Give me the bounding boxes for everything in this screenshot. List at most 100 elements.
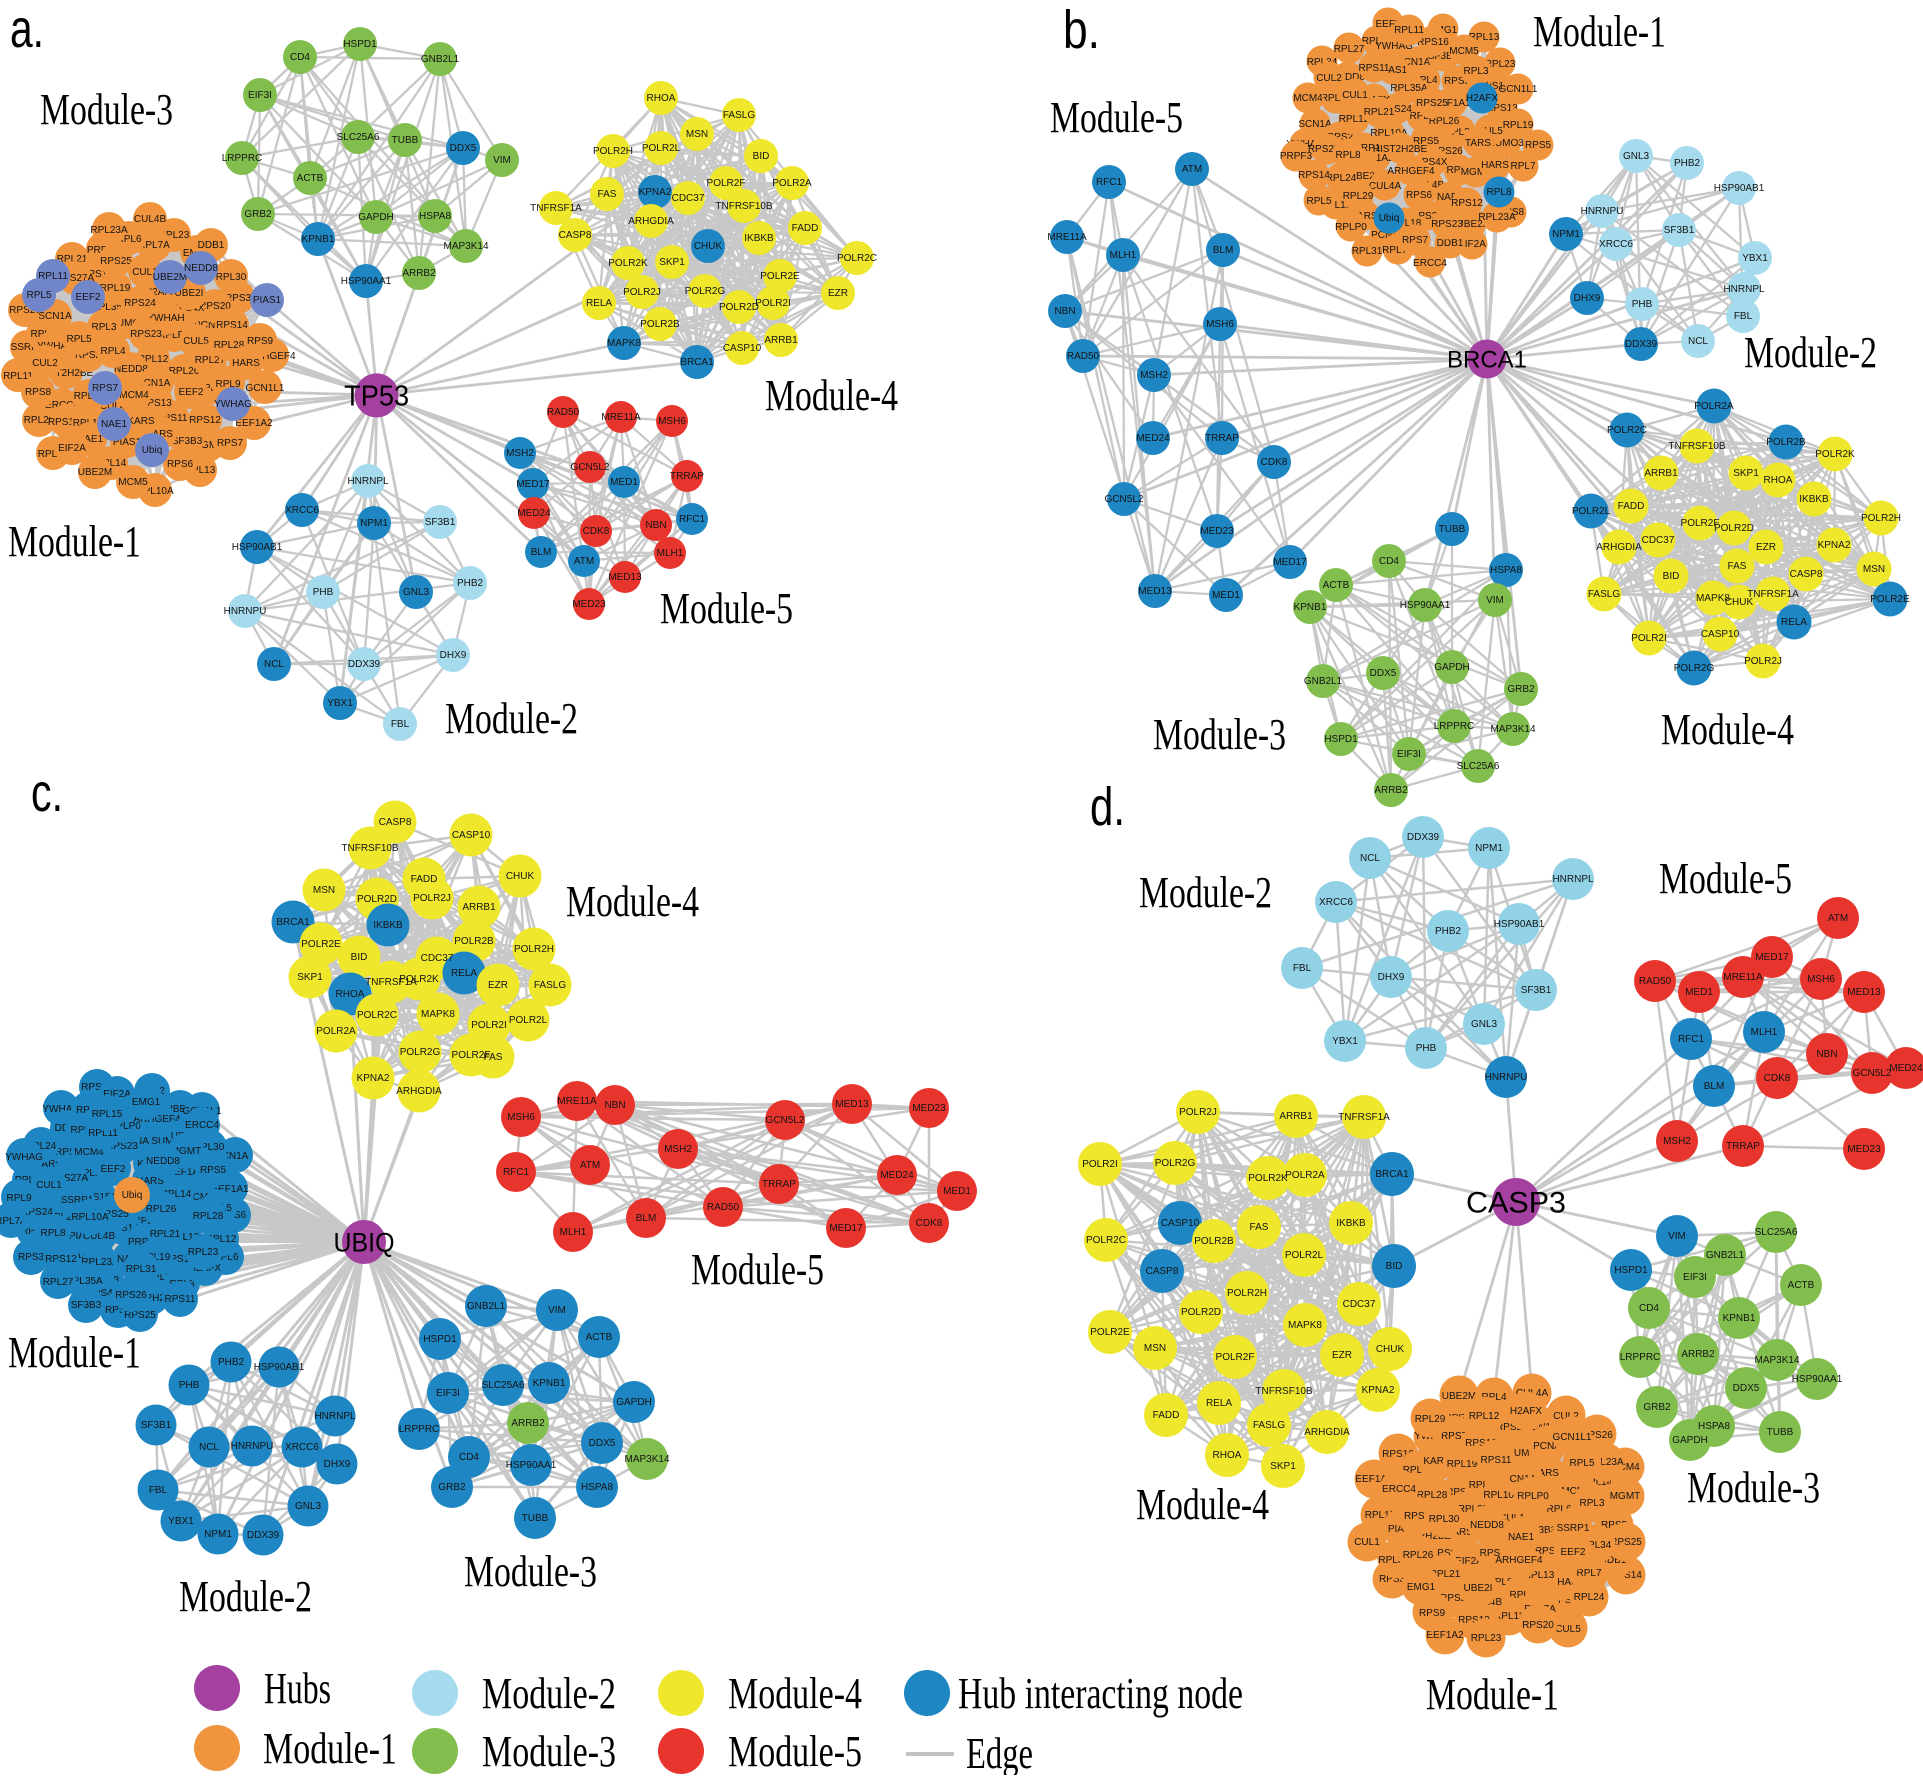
svg-text:EEF1A1: EEF1A1 (211, 1184, 249, 1195)
svg-text:XRCC6: XRCC6 (1599, 239, 1633, 250)
svg-text:RPS2: RPS2 (1327, 132, 1354, 143)
svg-text:POLR2C: POLR2C (837, 253, 877, 264)
svg-text:POLR2G: POLR2G (1155, 1158, 1196, 1169)
svg-text:RPL4: RPL4 (100, 346, 125, 357)
svg-text:MLH1: MLH1 (560, 1227, 587, 1238)
svg-text:Module-4: Module-4 (728, 1669, 862, 1718)
svg-text:GCN5L2: GCN5L2 (1853, 1068, 1892, 1079)
svg-text:IKBKB: IKBKB (373, 920, 403, 931)
svg-text:ACTB: ACTB (1788, 1280, 1815, 1291)
svg-text:b.: b. (1063, 0, 1100, 60)
svg-text:RELA: RELA (1781, 617, 1807, 628)
svg-text:BLM: BLM (1213, 245, 1234, 256)
svg-text:PIAS1: PIAS1 (1388, 1524, 1417, 1535)
svg-text:MED13: MED13 (835, 1099, 869, 1110)
svg-text:MED24: MED24 (517, 508, 551, 519)
svg-text:YWHAG: YWHAG (1541, 1577, 1579, 1588)
svg-text:ARHGEF4: ARHGEF4 (1387, 166, 1435, 177)
svg-text:KARS: KARS (1350, 211, 1378, 222)
svg-text:YWHAH: YWHAH (147, 313, 184, 324)
svg-text:RPL3: RPL3 (1463, 66, 1488, 77)
svg-text:EEF1A2: EEF1A2 (1426, 1630, 1464, 1641)
svg-text:RPL30: RPL30 (1429, 1514, 1460, 1525)
svg-text:RPL9: RPL9 (6, 1193, 31, 1204)
svg-text:RPS15A: RPS15A (48, 417, 87, 428)
svg-text:CUL2: CUL2 (1553, 1411, 1579, 1422)
svg-text:UBIQ: UBIQ (334, 1227, 395, 1257)
svg-text:HSP90AA1: HSP90AA1 (341, 276, 392, 287)
svg-text:RPS2: RPS2 (75, 350, 102, 361)
svg-text:DDX39: DDX39 (348, 659, 381, 670)
svg-text:DHX9: DHX9 (1574, 293, 1601, 304)
svg-text:RPL23: RPL23 (1485, 59, 1516, 70)
svg-text:MED13: MED13 (608, 572, 642, 583)
svg-text:RPL19: RPL19 (100, 283, 131, 294)
svg-text:RPL34: RPL34 (74, 391, 105, 402)
svg-text:Module-5: Module-5 (660, 584, 793, 633)
svg-text:RPL35A: RPL35A (1390, 83, 1428, 94)
svg-text:RPS25: RPS25 (124, 1310, 156, 1321)
svg-text:ARRB1: ARRB1 (462, 902, 496, 913)
svg-text:Module-5: Module-5 (1659, 854, 1792, 903)
svg-text:RPL12: RPL12 (138, 354, 169, 365)
svg-text:RPL21: RPL21 (1430, 1569, 1461, 1580)
svg-text:RPS6: RPS6 (167, 459, 194, 470)
svg-text:POLR2I: POLR2I (1082, 1159, 1118, 1170)
svg-text:NAE1: NAE1 (77, 434, 104, 445)
svg-text:NBN: NBN (645, 520, 666, 531)
svg-text:ATM: ATM (1182, 164, 1202, 175)
svg-text:HNRNPU: HNRNPU (224, 606, 267, 617)
svg-text:ATM: ATM (1828, 913, 1848, 924)
svg-text:POLR2B: POLR2B (454, 936, 494, 947)
svg-text:VIM: VIM (1668, 1231, 1686, 1242)
svg-text:TRRAP: TRRAP (670, 471, 704, 482)
svg-text:Module-4: Module-4 (1136, 1480, 1269, 1529)
svg-text:POLR2D: POLR2D (357, 894, 397, 905)
svg-text:ARHGEF4: ARHGEF4 (133, 1114, 181, 1125)
svg-text:CDC37: CDC37 (672, 193, 705, 204)
svg-text:POLR2C: POLR2C (1086, 1235, 1126, 1246)
svg-text:RPS4X: RPS4X (87, 1288, 120, 1299)
svg-text:DDB1: DDB1 (198, 240, 225, 251)
svg-text:SF3B1: SF3B1 (425, 517, 456, 528)
svg-text:ATM: ATM (580, 1160, 600, 1171)
svg-text:ARRB1: ARRB1 (1644, 468, 1678, 479)
svg-text:DDX39: DDX39 (247, 1530, 280, 1541)
svg-text:GCN5L2: GCN5L2 (1105, 494, 1144, 505)
svg-text:RPL23A: RPL23A (1478, 212, 1516, 223)
svg-text:POLR2J: POLR2J (413, 893, 451, 904)
svg-text:RPL31: RPL31 (1469, 1480, 1500, 1491)
svg-text:CASP8: CASP8 (559, 230, 592, 241)
svg-text:PCNA: PCNA (1371, 230, 1399, 241)
svg-text:GNB2L1: GNB2L1 (1706, 1250, 1745, 1261)
svg-text:MAPK8: MAPK8 (1288, 1320, 1322, 1331)
svg-text:CDK8: CDK8 (916, 1218, 943, 1229)
svg-text:ERCC4: ERCC4 (1413, 258, 1447, 269)
svg-text:RPLP0: RPLP0 (1517, 1491, 1549, 1502)
svg-text:HNRNPL: HNRNPL (347, 476, 389, 487)
svg-text:RPL35A: RPL35A (1378, 1555, 1416, 1566)
svg-text:MGMT: MGMT (1610, 1491, 1641, 1502)
svg-text:RPL23A: RPL23A (1586, 1457, 1624, 1468)
svg-text:HIST2H2BE: HIST2H2BE (124, 1293, 179, 1304)
svg-text:GNL3: GNL3 (403, 587, 430, 598)
svg-text:SF3B3: SF3B3 (71, 1300, 102, 1311)
svg-text:MGMT: MGMT (1461, 167, 1492, 178)
svg-text:TRRAP: TRRAP (762, 1179, 796, 1190)
svg-text:RPS11: RPS11 (1481, 1455, 1512, 1466)
svg-text:RPS4X: RPS4X (1415, 157, 1448, 168)
svg-text:MSH6: MSH6 (1807, 974, 1835, 985)
svg-text:EIF2A: EIF2A (58, 443, 86, 454)
svg-text:POLR2H: POLR2H (1227, 1288, 1267, 1299)
svg-text:Module-2: Module-2 (179, 1572, 312, 1621)
svg-text:POLR2G: POLR2G (400, 1047, 441, 1058)
svg-text:RPL4: RPL4 (133, 1216, 158, 1227)
svg-text:MED13: MED13 (1138, 586, 1172, 597)
svg-text:NBN: NBN (604, 1100, 625, 1111)
svg-text:GRB2: GRB2 (438, 1482, 466, 1493)
svg-text:CUL4B: CUL4B (134, 214, 167, 225)
svg-text:GNB2L1: GNB2L1 (1304, 676, 1343, 687)
svg-text:SKP1: SKP1 (1270, 1461, 1296, 1472)
svg-text:RPL13: RPL13 (1469, 32, 1500, 43)
svg-text:NBN: NBN (1054, 306, 1075, 317)
